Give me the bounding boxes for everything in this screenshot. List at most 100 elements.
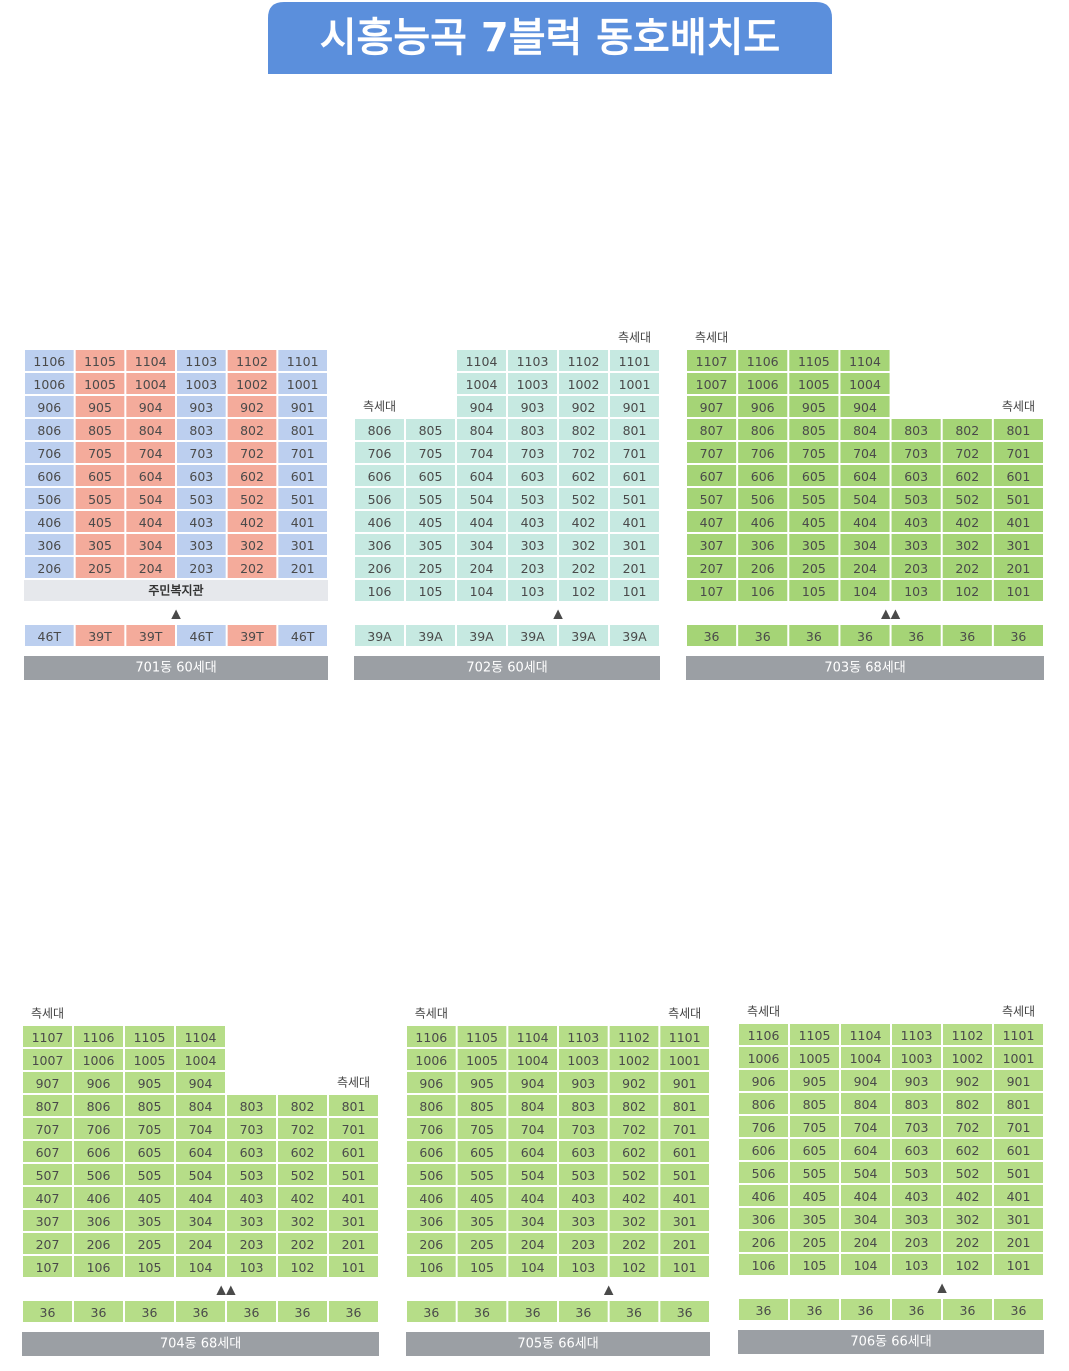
unit-cell [943,1093,992,1114]
unit-cell [610,465,659,486]
unit-cell [125,1049,174,1070]
unit-number: 502 [240,492,264,507]
unit-number: 202 [572,561,596,576]
unit-number: 205 [803,1235,827,1250]
unit-cell [278,488,327,509]
type-cell [25,625,74,646]
entrance-marker: ▲ [937,1280,947,1295]
unit-number: 605 [138,1145,162,1160]
type-cell [610,625,659,646]
unit-number: 1101 [1003,1028,1035,1043]
unit-number: 901 [673,1076,697,1091]
unit-cell [278,1164,327,1185]
unit-number: 303 [904,538,928,553]
unit-cell [355,511,404,532]
unit-number: 601 [342,1145,366,1160]
unit-number: 705 [803,1120,827,1135]
unit-type: 46T [190,629,214,644]
unit-number: 201 [673,1237,697,1252]
unit-cell [508,396,557,417]
unit-number: 402 [956,1189,980,1204]
unit-number: 205 [419,561,443,576]
unit-cell [559,1095,608,1116]
unit-cell [891,511,941,532]
unit-cell [891,580,941,601]
side-unit-note: 측세대 [337,1076,370,1090]
unit-cell [559,1141,608,1162]
unit-cell [559,557,608,578]
unit-cell [125,1164,174,1185]
unit-cell [993,442,1043,463]
unit-number: 901 [623,400,647,415]
unit-number: 1005 [84,377,116,392]
unit-number: 302 [955,538,979,553]
side-unit-note: 측세대 [668,1007,701,1021]
unit-number: 303 [905,1212,929,1227]
unit-number: 207 [36,1237,60,1252]
unit-number: 1002 [568,377,600,392]
unit-cell [892,1185,941,1206]
type-cell [176,1301,225,1322]
unit-number: 505 [802,492,826,507]
unit-number: 104 [521,1260,545,1275]
unit-cell [406,442,455,463]
unit-cell [790,1162,839,1183]
unit-number: 1007 [32,1053,64,1068]
unit-cell [407,1095,456,1116]
unit-cell [227,488,277,509]
unit-number: 807 [700,423,724,438]
unit-number: 804 [189,1099,213,1114]
unit-number: 206 [368,561,392,576]
unit-number: 306 [751,538,775,553]
unit-cell [457,1164,507,1185]
unit-cell [943,1139,992,1160]
unit-type: 36 [1011,1303,1027,1318]
unit-cell [789,580,839,601]
unit-cell [406,557,455,578]
unit-number: 701 [673,1122,697,1137]
unit-cell [74,1095,123,1116]
unit-cell [177,350,226,371]
unit-number: 304 [521,1214,545,1229]
unit-cell [75,534,125,555]
unit-number: 706 [37,446,61,461]
unit-number: 202 [291,1237,315,1252]
unit-number: 702 [291,1122,315,1137]
unit-number: 606 [419,1145,443,1160]
side-unit-note: 측세대 [695,331,728,345]
unit-cell [23,1118,72,1139]
unit-type: 36 [91,1305,107,1320]
unit-number: 205 [802,561,826,576]
type-cell [943,1299,992,1320]
type-cell [942,625,992,646]
unit-number: 602 [240,469,264,484]
unit-number: 601 [1006,469,1030,484]
unit-number: 806 [752,1097,776,1112]
unit-cell [559,580,608,601]
unit-number: 906 [752,1074,776,1089]
unit-number: 1101 [287,354,319,369]
unit-cell [126,350,175,371]
unit-number: 702 [240,446,264,461]
unit-cell [994,1047,1043,1068]
unit-number: 1105 [799,1028,831,1043]
unit-number: 501 [673,1168,697,1183]
unit-number: 103 [905,1258,929,1273]
unit-number: 904 [853,400,877,415]
unit-cell [125,1141,174,1162]
unit-cell [942,511,992,532]
unit-cell [407,1256,456,1277]
unit-cell [278,1095,327,1116]
unit-number: 804 [470,423,494,438]
unit-cell [993,488,1043,509]
unit-type: 36 [193,1305,209,1320]
unit-cell [739,1208,788,1229]
unit-cell [943,1116,992,1137]
unit-number: 1102 [952,1028,984,1043]
unit-number: 1001 [287,377,319,392]
unit-number: 402 [955,515,979,530]
unit-type: 36 [806,629,822,644]
unit-cell [125,1026,174,1047]
unit-cell [457,1187,507,1208]
